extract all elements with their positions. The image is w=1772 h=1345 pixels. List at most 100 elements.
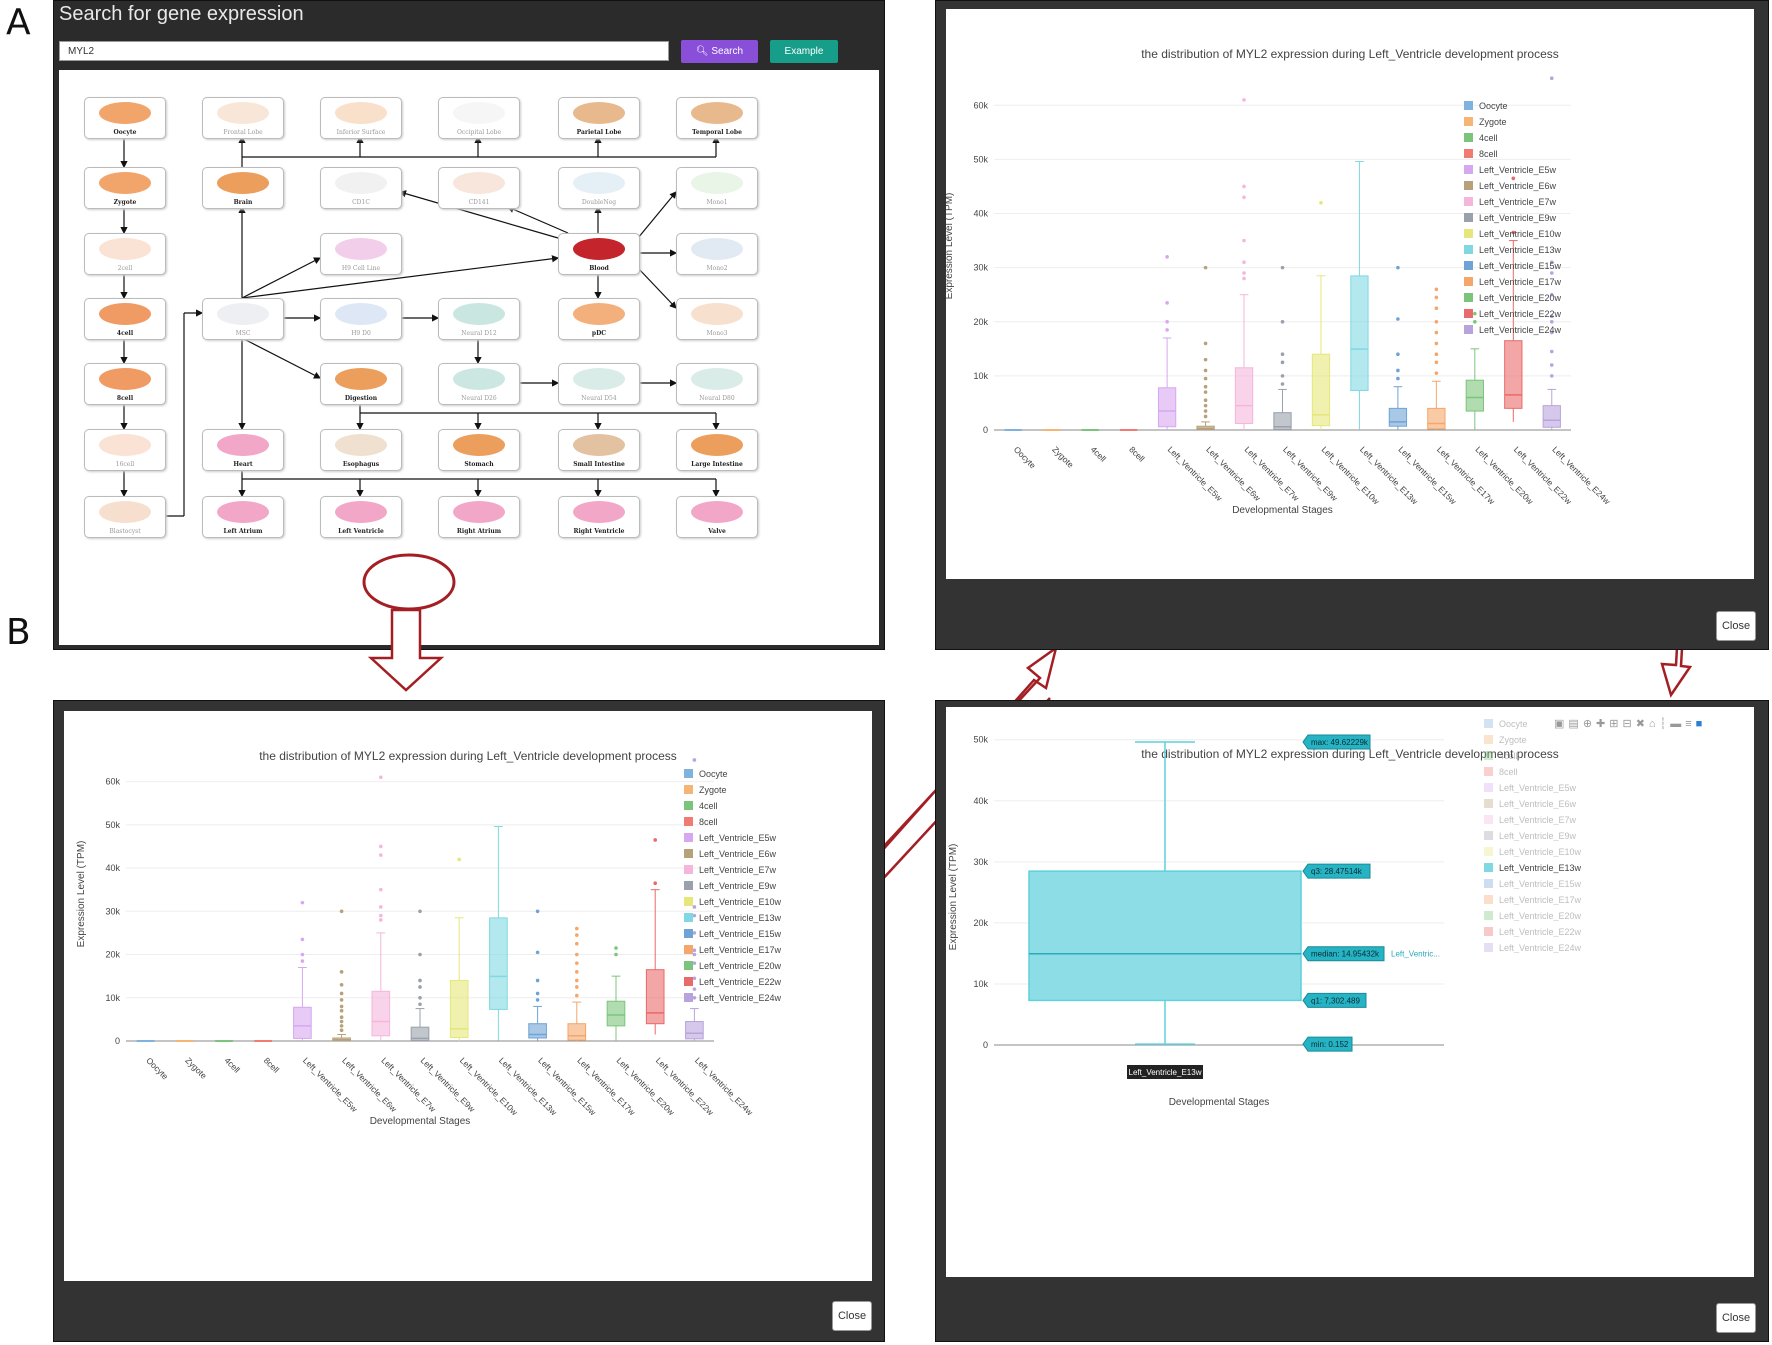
spike-lines-icon[interactable]: ┆: [1659, 718, 1671, 730]
legend-item-oocyte[interactable]: Oocyte: [1484, 719, 1528, 729]
legend-item-oocyte[interactable]: Oocyte: [1464, 101, 1508, 111]
tissue-node-neurald80[interactable]: Neural D80: [676, 363, 758, 405]
box-left_ventricle_e13w[interactable]: [489, 825, 508, 1041]
legend-item-left_ventricle_e6w[interactable]: Left_Ventricle_E6w: [684, 849, 776, 859]
legend-item-left_ventricle_e13w[interactable]: Left_Ventricle_E13w: [1464, 245, 1561, 255]
legend-item-left_ventricle_e22w[interactable]: Left_Ventricle_E22w: [1464, 309, 1561, 319]
tissue-node-temporal[interactable]: Temporal Lobe: [676, 97, 758, 139]
box-left_ventricle_e15w[interactable]: [1388, 265, 1408, 430]
legend-item-left_ventricle_e15w[interactable]: Left_Ventricle_E15w: [1464, 261, 1561, 271]
save-icon[interactable]: ▤: [1568, 718, 1583, 730]
zoom-icon[interactable]: ⊕: [1582, 718, 1597, 730]
legend-item-left_ventricle_e17w[interactable]: Left_Ventricle_E17w: [1464, 277, 1561, 287]
tissue-node-doubleneg[interactable]: DoubleNeg: [558, 167, 640, 209]
legend-item-left_ventricle_e9w[interactable]: Left_Ventricle_E9w: [1484, 831, 1576, 841]
tissue-node-mono3[interactable]: Mono3: [676, 298, 758, 340]
box-left_ventricle_e24w[interactable]: [685, 758, 704, 1041]
tissue-node-msc[interactable]: MSC: [202, 298, 284, 340]
legend-item-left_ventricle_e5w[interactable]: Left_Ventricle_E5w: [1484, 783, 1576, 793]
box-left_ventricle_e20w[interactable]: [1465, 311, 1484, 430]
legend-item-left_ventricle_e20w[interactable]: Left_Ventricle_E20w: [684, 961, 781, 971]
legend-item-left_ventricle_e22w[interactable]: Left_Ventricle_E22w: [684, 977, 781, 987]
box-left_ventricle_e24w[interactable]: [1542, 76, 1561, 430]
legend-item-left_ventricle_e20w[interactable]: Left_Ventricle_E20w: [1464, 293, 1561, 303]
zoom-in-icon[interactable]: ⊞: [1609, 718, 1623, 730]
legend-item-left_ventricle_e6w[interactable]: Left_Ventricle_E6w: [1464, 181, 1556, 191]
legend-item-left_ventricle_e22w[interactable]: Left_Ventricle_E22w: [1484, 927, 1581, 937]
tissue-node-neurald12[interactable]: Neural D12: [438, 298, 520, 340]
box-left_ventricle_e22w[interactable]: [645, 838, 665, 1035]
zoom-out-icon[interactable]: ⊟: [1622, 718, 1636, 730]
box-left_ventricle_e7w[interactable]: [1234, 98, 1254, 430]
legend-item-left_ventricle_e15w[interactable]: Left_Ventricle_E15w: [1484, 879, 1581, 889]
box-left_ventricle_e6w[interactable]: [332, 909, 351, 1042]
legend-item-left_ventricle_e7w[interactable]: Left_Ventricle_E7w: [1464, 197, 1556, 207]
tissue-node-mono2[interactable]: Mono2: [676, 233, 758, 275]
tissue-node-cd141[interactable]: CD141: [438, 167, 520, 209]
tissue-node-occipital[interactable]: Occipital Lobe: [438, 97, 520, 139]
gene-search-input[interactable]: MYL2: [59, 41, 669, 61]
box-left_ventricle_e10w[interactable]: [449, 857, 469, 1041]
tissue-node-frontal[interactable]: Frontal Lobe: [202, 97, 284, 139]
tissue-node-blood[interactable]: Blood: [558, 233, 640, 275]
tissue-node-pdc[interactable]: pDC: [558, 298, 640, 340]
tissue-node-2cell[interactable]: 2cell: [84, 233, 166, 275]
legend-item-left_ventricle_e17w[interactable]: Left_Ventricle_E17w: [1484, 895, 1581, 905]
legend-item-left_ventricle_e10w[interactable]: Left_Ventricle_E10w: [1464, 229, 1561, 239]
legend-item-oocyte[interactable]: Oocyte: [684, 769, 728, 779]
box-left_ventricle_e10w[interactable]: [1311, 200, 1331, 430]
tissue-node-esophagus[interactable]: Esophagus: [320, 429, 402, 471]
tissue-node-inferior[interactable]: Inferior Surface: [320, 97, 402, 139]
legend-item-4cell[interactable]: 4cell: [684, 801, 718, 811]
tissue-node-heart[interactable]: Heart: [202, 429, 284, 471]
box-left_ventricle_e20w[interactable]: [606, 946, 626, 1041]
tissue-node-zygote[interactable]: Zygote: [84, 167, 166, 209]
autoscale-icon[interactable]: ✖: [1635, 718, 1649, 730]
close-button-c[interactable]: Close: [1716, 611, 1756, 641]
legend-item-left_ventricle_e5w[interactable]: Left_Ventricle_E5w: [684, 833, 776, 843]
tissue-node-h9d0[interactable]: H9 D0: [320, 298, 402, 340]
box-left_ventricle_e13w[interactable]: [1028, 741, 1302, 1045]
pan-icon[interactable]: ✚: [1596, 718, 1610, 730]
box-left_ventricle_e17w[interactable]: [1427, 287, 1446, 430]
legend-item-4cell[interactable]: 4cell: [1464, 133, 1498, 143]
legend-item-left_ventricle_e7w[interactable]: Left_Ventricle_E7w: [1484, 815, 1576, 825]
box-left_ventricle_e22w[interactable]: [1504, 176, 1523, 422]
tissue-node-cd1c[interactable]: CD1C: [320, 167, 402, 209]
tissue-node-parietal[interactable]: Parietal Lobe: [558, 97, 640, 139]
tissue-node-oocyte[interactable]: Oocyte: [84, 97, 166, 139]
box-left_ventricle_e17w[interactable]: [567, 926, 587, 1041]
legend-item-left_ventricle_e15w[interactable]: Left_Ventricle_E15w: [684, 929, 781, 939]
legend-item-left_ventricle_e7w[interactable]: Left_Ventricle_E7w: [684, 865, 776, 875]
legend-item-zygote[interactable]: Zygote: [1484, 735, 1527, 745]
tissue-node-stomach[interactable]: Stomach: [438, 429, 520, 471]
box-left_ventricle_e7w[interactable]: [371, 775, 391, 1041]
legend-item-left_ventricle_e13w[interactable]: Left_Ventricle_E13w: [1484, 863, 1581, 873]
search-button[interactable]: 🔍︎ Search: [681, 40, 758, 63]
example-button[interactable]: Example: [770, 40, 838, 63]
legend-item-left_ventricle_e24w[interactable]: Left_Ventricle_E24w: [1484, 943, 1581, 953]
legend-item-left_ventricle_e24w[interactable]: Left_Ventricle_E24w: [684, 993, 781, 1003]
tissue-node-h9cell[interactable]: H9 Cell Line: [320, 233, 402, 275]
tissue-node-8cell[interactable]: 8cell: [84, 363, 166, 405]
tissue-node-mono1[interactable]: Mono1: [676, 167, 758, 209]
legend-item-left_ventricle_e20w[interactable]: Left_Ventricle_E20w: [1484, 911, 1581, 921]
tissue-node-16cell[interactable]: 16cell: [84, 429, 166, 471]
legend-item-4cell[interactable]: 4cell: [1484, 751, 1518, 761]
reset-axes-icon[interactable]: ⌂: [1648, 718, 1660, 730]
legend-item-left_ventricle_e17w[interactable]: Left_Ventricle_E17w: [684, 945, 781, 955]
legend-item-left_ventricle_e13w[interactable]: Left_Ventricle_E13w: [684, 913, 781, 923]
legend-item-8cell[interactable]: 8cell: [684, 817, 718, 827]
tissue-node-brain[interactable]: Brain: [202, 167, 284, 209]
camera-icon[interactable]: ▣: [1554, 718, 1569, 730]
legend-item-left_ventricle_e9w[interactable]: Left_Ventricle_E9w: [1464, 213, 1556, 223]
hover-closest-icon[interactable]: ▬: [1670, 718, 1686, 730]
legend-item-8cell[interactable]: 8cell: [1484, 767, 1518, 777]
legend-item-zygote[interactable]: Zygote: [1464, 117, 1507, 127]
box-left_ventricle_e9w[interactable]: [1273, 265, 1292, 430]
tissue-node-leftatrium[interactable]: Left Atrium: [202, 496, 284, 538]
tissue-node-leftventricle[interactable]: Left Ventricle: [320, 496, 402, 538]
close-button-b[interactable]: Close: [832, 1301, 872, 1331]
legend-item-left_ventricle_e10w[interactable]: Left_Ventricle_E10w: [684, 897, 781, 907]
tissue-node-4cell[interactable]: 4cell: [84, 298, 166, 340]
